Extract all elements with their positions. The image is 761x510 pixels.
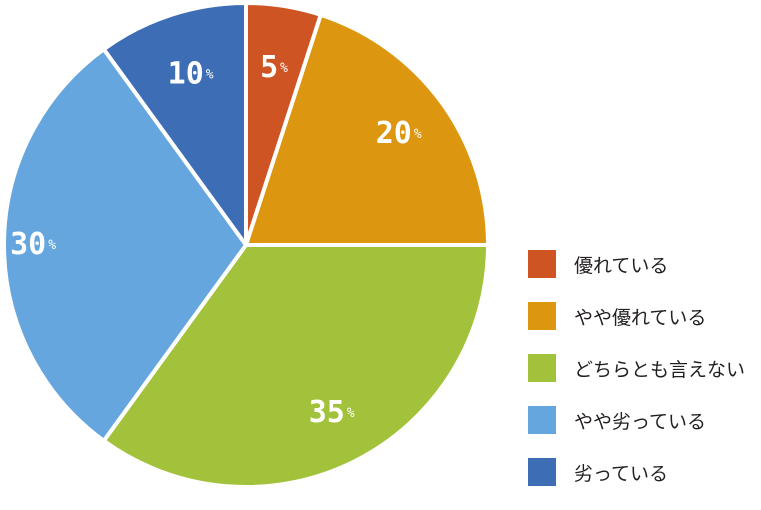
legend-swatch <box>528 406 556 434</box>
legend-label: やや劣っている <box>574 410 707 433</box>
legend: 優れている やや優れている どちらとも言えない やや劣っている 劣っている <box>528 250 745 510</box>
legend-swatch <box>528 250 556 278</box>
pie-slice <box>101 1 248 247</box>
legend-swatch <box>528 302 556 330</box>
legend-item-somewhat-inferior: やや劣っている <box>528 406 745 434</box>
legend-label: 優れている <box>574 254 669 277</box>
legend-label: どちらとも言えない <box>574 358 746 381</box>
slice-value-label: 10% <box>168 56 214 91</box>
legend-item-neutral: どちらとも言えない <box>528 354 745 382</box>
legend-swatch <box>528 458 556 486</box>
legend-item-excellent: 優れている <box>528 250 745 278</box>
legend-swatch <box>528 354 556 382</box>
slice-value-label: 35% <box>309 395 355 430</box>
legend-label: 劣っている <box>574 462 669 485</box>
slice-value-label: 20% <box>376 116 422 151</box>
legend-label: やや優れている <box>574 306 707 329</box>
pie-slice <box>244 12 490 247</box>
pie-chart: 5 % 20 % 35 % 30 % 10% <box>2 1 490 489</box>
legend-item-somewhat-excellent: やや優れている <box>528 302 745 330</box>
pie-slice <box>2 47 248 443</box>
slice-value-label: 5% <box>260 50 288 85</box>
pie-slice <box>101 243 490 489</box>
slice-value-label: 30% <box>10 227 56 262</box>
legend-item-inferior: 劣っている <box>528 458 745 486</box>
